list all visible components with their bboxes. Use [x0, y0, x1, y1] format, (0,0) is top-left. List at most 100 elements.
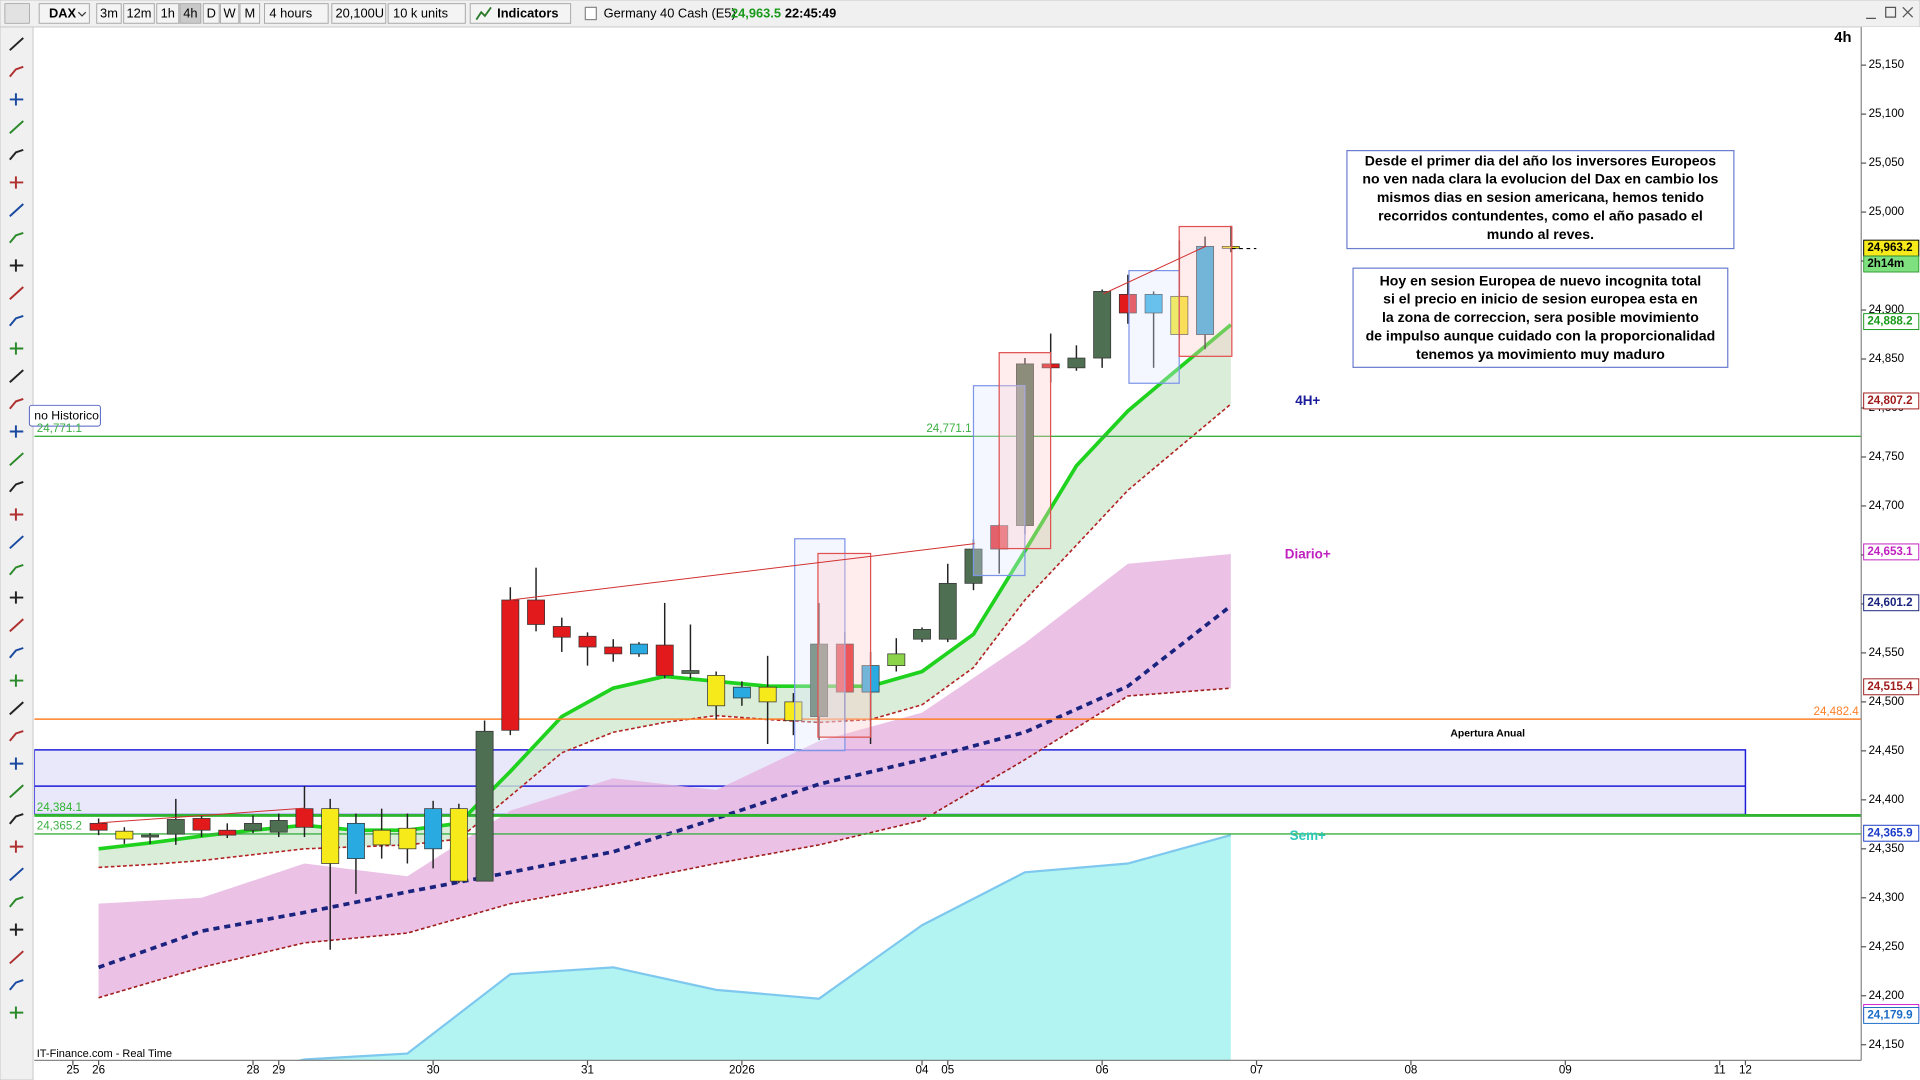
- tool-icon[interactable]: [9, 757, 24, 770]
- tool-icon[interactable]: [9, 564, 24, 576]
- timeframe-button[interactable]: [239, 3, 261, 24]
- tool-icon[interactable]: [9, 674, 24, 687]
- plot-area: Apertura Anual: [34, 225, 1862, 1061]
- candle-body: [166, 819, 185, 835]
- tool-icon[interactable]: [9, 259, 24, 272]
- annotation-box: [28, 404, 101, 427]
- candle-body: [707, 675, 726, 707]
- tool-icon[interactable]: [9, 896, 24, 908]
- candle-body: [424, 808, 443, 850]
- indicator-line: [295, 834, 1232, 1061]
- tool-icon[interactable]: [9, 452, 24, 467]
- candle-body: [655, 644, 674, 676]
- tool-icon[interactable]: [9, 508, 24, 521]
- y-tick-label: 24,550: [1869, 646, 1905, 659]
- band-area: [98, 553, 1231, 998]
- tool-icon[interactable]: [9, 231, 24, 244]
- zone-label: Apertura Anual: [1450, 729, 1525, 740]
- y-tick-label: 24,350: [1869, 842, 1905, 855]
- y-tick-label: 24,750: [1869, 450, 1905, 463]
- y-tick-label: 24,900: [1869, 303, 1905, 316]
- timeframe-button[interactable]: [96, 3, 122, 24]
- tool-icon[interactable]: [9, 286, 24, 300]
- tool-icon[interactable]: [9, 369, 24, 384]
- tool-icon[interactable]: [9, 120, 24, 134]
- selection-box: [794, 538, 846, 752]
- window-controls[interactable]: [1866, 6, 1914, 19]
- tool-icon[interactable]: [9, 979, 24, 991]
- candle-body: [346, 822, 365, 859]
- y-tick-label: 25,100: [1869, 107, 1905, 120]
- period: 4 hours: [269, 5, 312, 20]
- tool-icon[interactable]: [9, 148, 24, 161]
- tool-icon[interactable]: [9, 647, 24, 659]
- y-tick-label: 24,150: [1869, 1038, 1905, 1051]
- tool-icon[interactable]: [9, 701, 24, 716]
- tool-icon[interactable]: [9, 784, 24, 799]
- x-tick-label: 08: [1404, 1063, 1417, 1076]
- candle-body: [475, 730, 494, 882]
- timeframe-button[interactable]: [202, 3, 220, 24]
- band-area: [98, 324, 1231, 868]
- size: 20,100U: [336, 5, 385, 20]
- instrument: Germany 40 Cash (E5): [604, 5, 736, 20]
- note-line: recorridos contundentes, como el año pas…: [1378, 207, 1703, 223]
- timeframe-button[interactable]: [219, 3, 240, 24]
- x-tick-label: 29: [272, 1063, 285, 1076]
- timeframe-label: 3m: [100, 5, 118, 20]
- tool-icon[interactable]: [9, 481, 24, 493]
- tool-icon[interactable]: [9, 535, 24, 550]
- notes: Desde el primer dia del año los inversor…: [1346, 150, 1735, 368]
- tool-icon[interactable]: [9, 314, 24, 327]
- candle-body: [887, 653, 906, 667]
- candle-body: [372, 829, 391, 846]
- timeframe-button[interactable]: [156, 3, 180, 24]
- indicators-box[interactable]: [469, 3, 572, 24]
- units-box[interactable]: [387, 3, 466, 24]
- tool-icon[interactable]: [9, 176, 24, 189]
- tool-icon[interactable]: [9, 840, 24, 853]
- tool-icon[interactable]: [9, 730, 24, 742]
- period-box[interactable]: [264, 3, 329, 24]
- countdown-box: [1863, 255, 1920, 273]
- menu-button[interactable]: [4, 3, 30, 24]
- level-label: 24,771.1: [926, 422, 971, 435]
- toolbar: DAX 3m 12m 1h 4h D W M 4 hours 20,100U 10 k un…: [0, 0, 1920, 28]
- y-tick-label: 24,250: [1869, 940, 1905, 953]
- x-tick-label: 12: [1739, 1063, 1752, 1076]
- selection-box: [1128, 270, 1180, 384]
- units: 10 k units: [393, 5, 448, 20]
- tool-icon[interactable]: [9, 342, 24, 355]
- candle-body: [141, 834, 160, 838]
- tool-icon[interactable]: [9, 65, 24, 78]
- tool-icon[interactable]: [9, 203, 24, 217]
- tool-icon[interactable]: [9, 867, 24, 882]
- tool-icon[interactable]: [9, 591, 24, 604]
- timeframe-button[interactable]: [123, 3, 155, 24]
- tool-icon[interactable]: [9, 37, 24, 51]
- tool-icon[interactable]: [9, 813, 24, 825]
- price-marker: [1863, 392, 1920, 410]
- level-label: 24,365.2: [37, 820, 82, 833]
- note-box: [1352, 267, 1729, 368]
- tool-icon[interactable]: [9, 950, 24, 965]
- candle-body: [1221, 245, 1240, 249]
- y-tick-label: 24,700: [1869, 499, 1905, 512]
- candle-body: [295, 808, 314, 828]
- tool-icon[interactable]: [9, 425, 24, 438]
- tool-icon[interactable]: [9, 923, 24, 936]
- timeframe-label: 1h: [161, 5, 175, 20]
- tool-icon[interactable]: [9, 1006, 24, 1019]
- price-marker: [1863, 1006, 1920, 1024]
- price-marker-label: 24,653.1: [1867, 545, 1913, 558]
- symbol-box[interactable]: [38, 3, 90, 24]
- timeframe-button[interactable]: [179, 3, 202, 24]
- tool-icon[interactable]: [9, 398, 24, 410]
- timeframe-label: 12m: [126, 5, 151, 20]
- tool-icon[interactable]: [9, 93, 24, 106]
- price-marker: [1863, 313, 1920, 331]
- timeframe-label: M: [244, 5, 255, 20]
- tool-icon[interactable]: [9, 618, 24, 633]
- size-box[interactable]: [331, 3, 387, 24]
